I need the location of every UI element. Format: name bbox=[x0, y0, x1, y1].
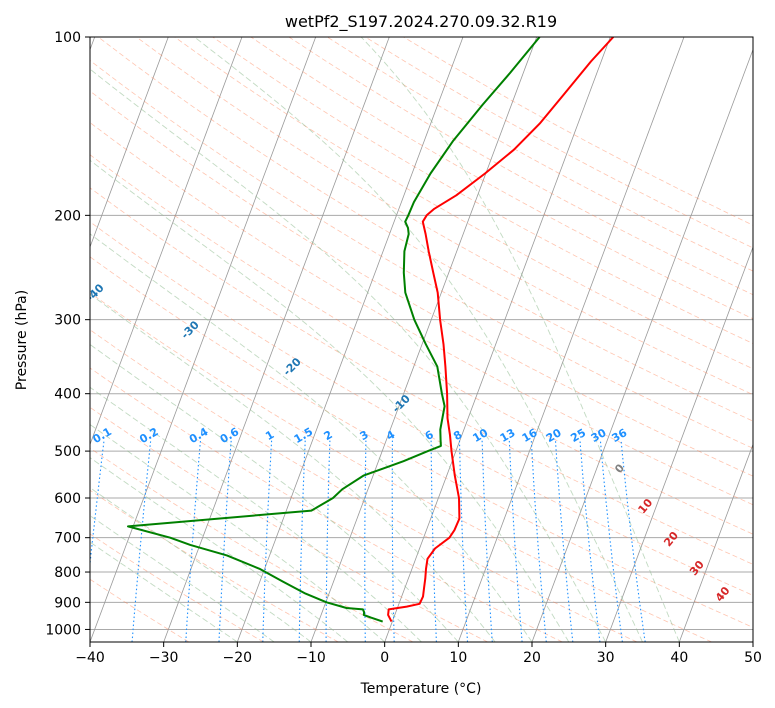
dry-adiabat-line bbox=[90, 187, 753, 565]
mixing-ratio-line bbox=[458, 440, 469, 642]
plot-frame bbox=[89, 36, 754, 643]
y-tick-label: 1000 bbox=[45, 622, 81, 638]
moist-adiabat-line bbox=[360, 37, 680, 642]
x-tick-label: −20 bbox=[223, 650, 253, 666]
mixing-ratio-line bbox=[131, 440, 152, 642]
moist-adiabat-line bbox=[194, 37, 643, 642]
y-tick-label: 600 bbox=[54, 491, 81, 507]
moist-adiabat-line bbox=[90, 386, 422, 642]
mixing-ratio-line bbox=[430, 440, 437, 642]
isotherm-line bbox=[90, 37, 169, 249]
y-tick-label: 800 bbox=[54, 565, 81, 581]
temperature-profile-line bbox=[387, 37, 615, 623]
mixing-ratio-line bbox=[364, 440, 367, 642]
y-axis: 100 200 300 400 500 600 700 800 900 1000 bbox=[45, 30, 90, 638]
isotherm-line bbox=[678, 443, 753, 642]
y-tick-label: 700 bbox=[54, 531, 81, 547]
x-tick-label: 10 bbox=[449, 650, 467, 666]
dry-adiabat-line bbox=[90, 59, 753, 449]
dry-adiabat-line bbox=[250, 37, 753, 320]
x-tick-label: 0 bbox=[380, 650, 389, 666]
mixing-ratio-line bbox=[325, 440, 331, 642]
dry-adiabat-line bbox=[90, 292, 712, 642]
y-tick-label: 400 bbox=[54, 387, 81, 403]
moist-adiabat-line bbox=[90, 424, 385, 642]
mixing-ratio-line bbox=[554, 440, 574, 642]
dry-adiabat-line bbox=[90, 256, 753, 628]
mixing-ratio-line bbox=[391, 440, 395, 642]
isotherm-line bbox=[531, 48, 753, 642]
mixing-ratio-line bbox=[599, 440, 623, 642]
chart-title: wetPf2_S197.2024.270.09.32.R19 bbox=[285, 12, 557, 32]
x-tick-label: 20 bbox=[523, 650, 541, 666]
isotherm-line bbox=[90, 37, 317, 642]
dry-adiabat-line bbox=[288, 37, 753, 296]
isotherm-line bbox=[236, 37, 464, 642]
isotherm-line bbox=[163, 37, 390, 642]
moist-adiabat-line bbox=[90, 293, 496, 642]
isotherm-line bbox=[384, 37, 611, 642]
x-tick-label: 30 bbox=[597, 650, 615, 666]
moist-adiabat-line bbox=[90, 541, 238, 642]
dry-adiabat-line bbox=[174, 37, 753, 370]
dry-adiabat-line bbox=[90, 447, 414, 642]
isotherm-line bbox=[90, 37, 243, 446]
y-axis-title: Pressure (hPa) bbox=[14, 290, 30, 390]
x-tick-label: −10 bbox=[296, 650, 326, 666]
mixing-ratio-line bbox=[262, 440, 273, 642]
dry-adiabat-line bbox=[212, 37, 753, 344]
moist-adiabat-line bbox=[90, 457, 349, 642]
y-tick-label: 300 bbox=[54, 313, 81, 329]
x-tick-label: −30 bbox=[149, 650, 179, 666]
x-tick-label: −40 bbox=[75, 650, 105, 666]
dry-adiabat-line bbox=[90, 406, 488, 642]
mixing-ratio-line bbox=[530, 440, 547, 642]
dry-adiabat-line bbox=[90, 90, 753, 477]
moist-adiabat-line bbox=[90, 343, 459, 642]
y-tick-label: 500 bbox=[54, 444, 81, 460]
x-tick-label: 50 bbox=[744, 650, 762, 666]
mixing-ratio-line bbox=[481, 440, 493, 642]
moist-adiabat-line bbox=[90, 233, 533, 642]
dewpoint-profile-line bbox=[127, 37, 541, 623]
moist-adiabat-line bbox=[90, 515, 275, 642]
x-axis: −40 −30 −20 −10 0 10 20 30 40 50 bbox=[75, 642, 762, 666]
mixing-ratio-line bbox=[579, 440, 601, 642]
moist-adiabat-line bbox=[90, 68, 607, 642]
thermo-lines bbox=[90, 37, 753, 642]
mixing-ratio-line bbox=[508, 440, 523, 642]
dry-adiabat-line bbox=[90, 329, 638, 642]
isotherm-line bbox=[605, 245, 753, 642]
isotherm-line bbox=[457, 37, 685, 642]
dry-adiabat-line bbox=[90, 221, 753, 596]
mixing-ratio-line bbox=[218, 440, 232, 642]
y-tick-label: 900 bbox=[54, 595, 81, 611]
mixing-ratio-line bbox=[185, 440, 202, 642]
y-tick-label: 200 bbox=[54, 208, 81, 224]
moist-adiabat-line bbox=[90, 159, 570, 642]
x-tick-label: 40 bbox=[670, 650, 688, 666]
x-axis-title: Temperature (°C) bbox=[360, 681, 482, 697]
series-layer bbox=[127, 37, 615, 623]
dry-adiabat-line bbox=[90, 533, 264, 642]
y-tick-label: 100 bbox=[54, 30, 81, 46]
dry-adiabat-line bbox=[90, 122, 753, 506]
mixing-ratio-line bbox=[298, 440, 306, 642]
mixing-ratio-line bbox=[620, 440, 646, 642]
